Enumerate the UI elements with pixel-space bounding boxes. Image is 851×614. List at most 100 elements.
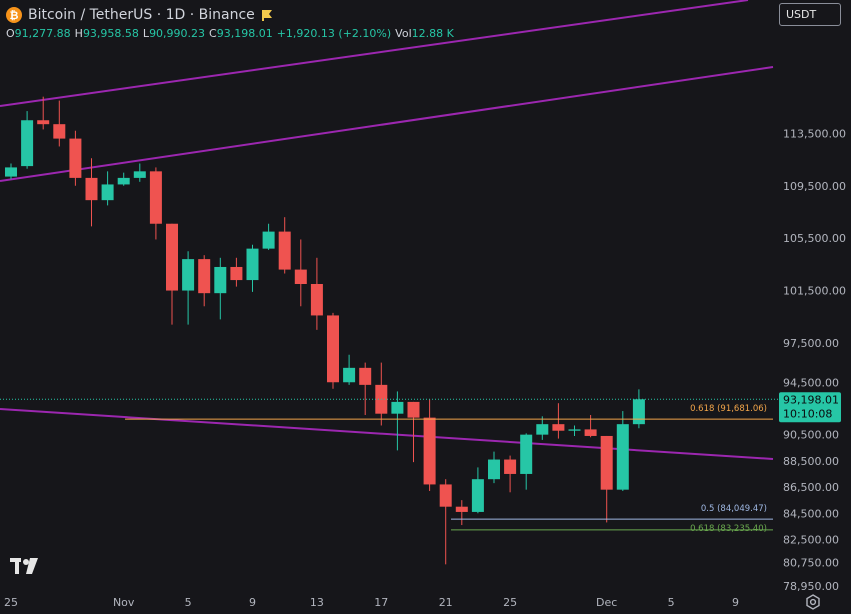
bitcoin-icon: ₿ bbox=[6, 7, 22, 23]
candle-body bbox=[21, 120, 34, 167]
candle[interactable] bbox=[407, 401, 420, 463]
ohlc-close: C93,198.01 bbox=[209, 27, 273, 40]
candle-body bbox=[182, 259, 195, 291]
candle[interactable] bbox=[504, 455, 517, 493]
candle[interactable] bbox=[262, 223, 275, 250]
y-axis-tick-label: 105,500.00 bbox=[783, 232, 846, 245]
candle[interactable] bbox=[552, 403, 565, 439]
candle[interactable] bbox=[37, 96, 50, 130]
candle[interactable] bbox=[536, 416, 549, 440]
y-axis-tick-label: 82,500.00 bbox=[783, 533, 839, 546]
candle[interactable] bbox=[53, 100, 66, 147]
ohlc-high: H93,958.58 bbox=[74, 27, 139, 40]
ohlc-low: L90,990.23 bbox=[142, 27, 206, 40]
candle-body bbox=[37, 120, 50, 125]
ohlc-change: +1,920.13 (+2.10%) bbox=[276, 27, 392, 40]
symbol-header[interactable]: ₿ Bitcoin / TetherUS · 1D · Binance bbox=[6, 4, 273, 26]
candle[interactable] bbox=[520, 433, 533, 490]
y-axis-tick-label: 113,500.00 bbox=[783, 127, 846, 140]
channel-upper-line[interactable] bbox=[0, 0, 749, 107]
candle[interactable] bbox=[101, 171, 114, 206]
candle[interactable] bbox=[85, 158, 98, 227]
x-axis-tick-label: Dec bbox=[596, 596, 617, 609]
y-axis-tick-label: 84,500.00 bbox=[783, 507, 839, 520]
x-axis-tick-label: 13 bbox=[310, 596, 324, 609]
candle-body bbox=[407, 401, 420, 418]
candle-body bbox=[439, 484, 452, 507]
candle[interactable] bbox=[69, 130, 82, 186]
candle-body bbox=[294, 269, 307, 284]
ohlc-legend: O91,277.88 H93,958.58 L90,990.23 C93,198… bbox=[6, 27, 454, 40]
candle[interactable] bbox=[327, 312, 339, 389]
candle[interactable] bbox=[391, 391, 404, 451]
candle[interactable] bbox=[471, 467, 484, 514]
candle[interactable] bbox=[310, 257, 323, 330]
x-axis-tick-label: 5 bbox=[185, 596, 192, 609]
candle-body bbox=[5, 167, 17, 177]
candle[interactable] bbox=[439, 479, 452, 565]
candle-body bbox=[584, 429, 597, 436]
candle[interactable] bbox=[5, 163, 17, 180]
y-axis-tick-label: 86,500.00 bbox=[783, 481, 839, 494]
candle[interactable] bbox=[600, 435, 613, 523]
candle-body bbox=[101, 184, 114, 201]
ohlc-volume: Vol12.88 K bbox=[395, 27, 454, 40]
candle-body bbox=[616, 424, 629, 490]
candle[interactable] bbox=[21, 111, 34, 169]
candle-body bbox=[198, 259, 211, 294]
x-axis-tick-label: 9 bbox=[249, 596, 256, 609]
candle[interactable] bbox=[182, 251, 195, 325]
candle[interactable] bbox=[230, 257, 243, 287]
candle-body bbox=[117, 177, 130, 185]
candle-body bbox=[246, 248, 259, 281]
trend-channel[interactable] bbox=[0, 0, 774, 460]
candle[interactable] bbox=[343, 354, 356, 385]
candle-body bbox=[214, 266, 227, 294]
candle[interactable] bbox=[488, 451, 500, 484]
candle[interactable] bbox=[632, 389, 645, 429]
candle-body bbox=[53, 124, 66, 139]
candle[interactable] bbox=[294, 239, 307, 307]
y-axis-tick-label: 78,950.00 bbox=[783, 580, 839, 593]
y-axis-tick-label: 80,750.00 bbox=[783, 556, 839, 569]
candle-body bbox=[133, 171, 146, 178]
channel-lower-line[interactable] bbox=[0, 408, 774, 460]
channel-middle-line[interactable] bbox=[0, 66, 774, 182]
fib-level-label: 0.618 (91,681.06) bbox=[690, 404, 767, 414]
currency-select[interactable]: USDT bbox=[779, 3, 841, 26]
tradingview-logo-icon[interactable] bbox=[10, 556, 42, 576]
candle[interactable] bbox=[198, 255, 211, 307]
candle[interactable] bbox=[214, 257, 227, 320]
candle-body bbox=[632, 399, 645, 425]
settings-icon[interactable] bbox=[805, 594, 821, 610]
candle-body bbox=[455, 506, 468, 512]
y-axis-tick-label: 97,500.00 bbox=[783, 337, 839, 350]
candle[interactable] bbox=[423, 399, 436, 491]
candle[interactable] bbox=[278, 217, 291, 274]
y-axis-tick-label: 101,500.00 bbox=[783, 285, 846, 298]
fib-level-label: 0.618 (83,235.40) bbox=[690, 524, 767, 534]
symbol-title[interactable]: Bitcoin / TetherUS · 1D · Binance bbox=[28, 7, 255, 23]
candle-body bbox=[359, 367, 372, 385]
candle-body bbox=[230, 266, 243, 281]
candle[interactable] bbox=[166, 223, 178, 325]
candle[interactable] bbox=[359, 362, 372, 415]
x-axis-tick-label: 17 bbox=[374, 596, 388, 609]
y-axis-tick-label: 90,500.00 bbox=[783, 429, 839, 442]
candle[interactable] bbox=[616, 411, 629, 491]
candle-body bbox=[504, 459, 517, 474]
candle[interactable] bbox=[117, 172, 130, 186]
candle[interactable] bbox=[133, 163, 146, 182]
candle[interactable] bbox=[149, 167, 162, 240]
candle[interactable] bbox=[568, 425, 581, 436]
candle-body bbox=[69, 138, 82, 178]
candle[interactable] bbox=[246, 244, 259, 292]
x-axis-tick-label: Nov bbox=[113, 596, 135, 609]
candle-body bbox=[600, 435, 613, 490]
candle-body bbox=[488, 459, 500, 480]
flag-icon[interactable] bbox=[261, 9, 273, 21]
candle[interactable] bbox=[455, 500, 468, 526]
x-axis-tick-label: 5 bbox=[668, 596, 675, 609]
